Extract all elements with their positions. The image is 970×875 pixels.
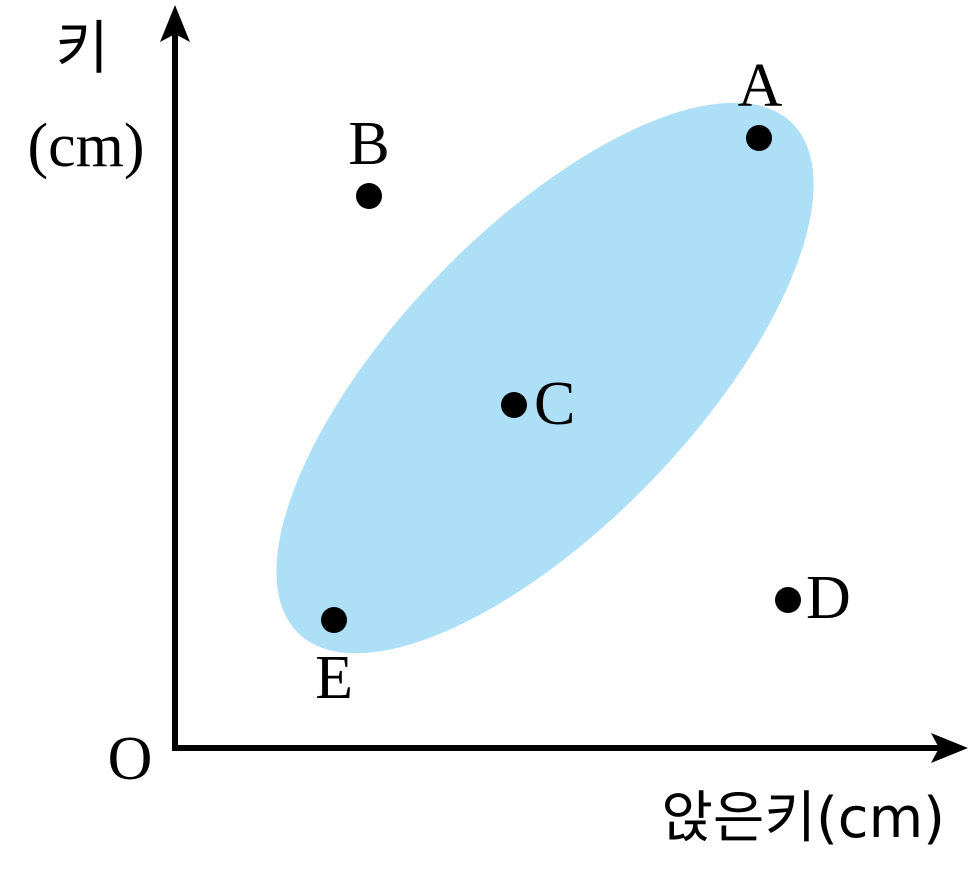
point-label: C (534, 370, 575, 438)
highlight-ellipse (276, 102, 814, 654)
point-label: E (315, 644, 353, 712)
y-axis-arrow (160, 5, 190, 42)
data-point (746, 125, 772, 151)
x-axis-label: 앉은키(cm) (661, 786, 945, 851)
point-label: A (738, 52, 783, 120)
data-point (501, 392, 527, 418)
x-axis-arrow (931, 733, 968, 763)
y-axis-label: 키 (55, 14, 108, 82)
y-axis-unit: (cm) (27, 112, 144, 180)
origin-label: O (108, 725, 153, 793)
data-point (356, 183, 382, 209)
point-label: B (348, 110, 389, 178)
data-point (321, 607, 347, 633)
point-label: D (806, 564, 851, 632)
data-point (775, 587, 801, 613)
